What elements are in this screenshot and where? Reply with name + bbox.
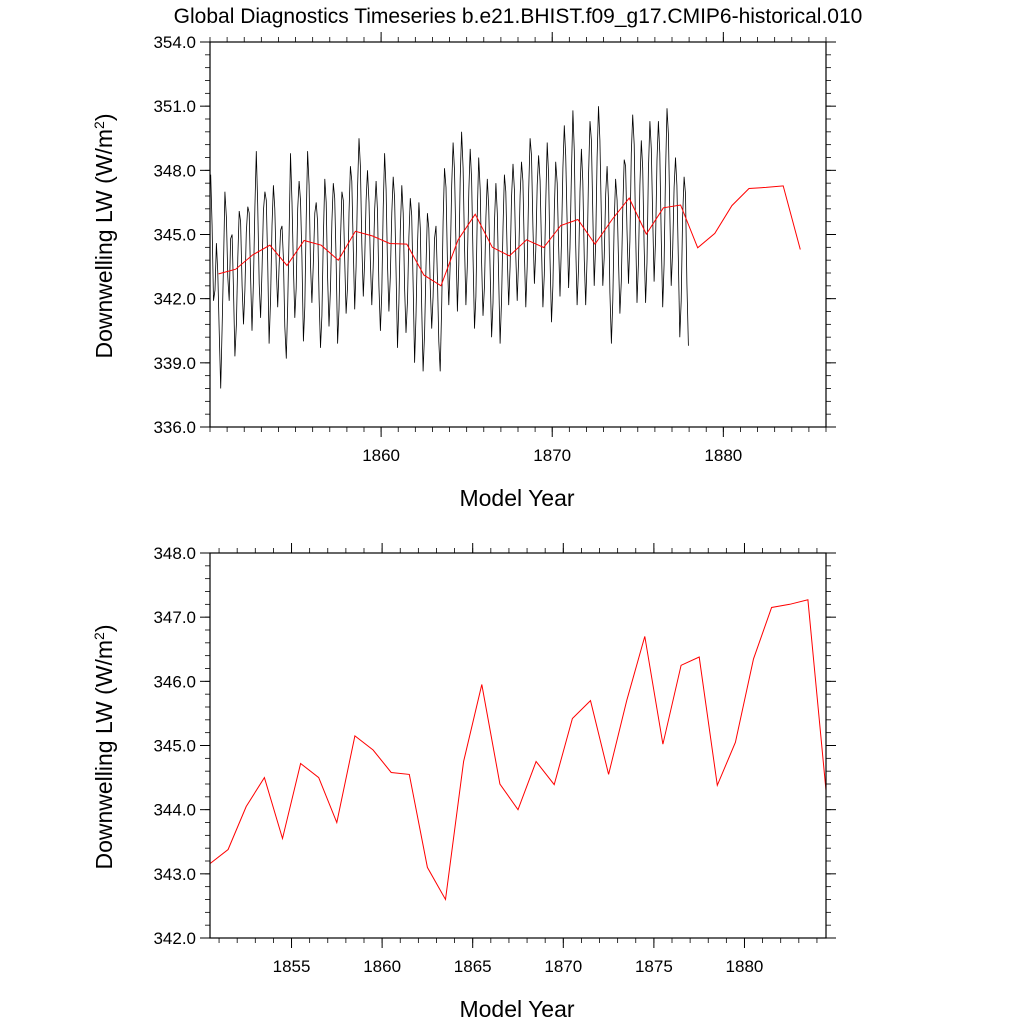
top-x-axis-label: Model Year: [459, 485, 574, 511]
bottom-y-tick-label: 348.0: [153, 544, 196, 563]
bottom-x-tick-label: 1855: [273, 957, 311, 976]
top-x-tick-label: 1880: [704, 446, 742, 465]
top-y-tick-label: 348.0: [153, 161, 196, 180]
bottom-y-tick-label: 346.0: [153, 672, 196, 691]
figure-title: Global Diagnostics Timeseries b.e21.BHIS…: [174, 5, 863, 28]
bottom-y-tick-label: 343.0: [153, 865, 196, 884]
bottom-x-tick-label: 1870: [544, 957, 582, 976]
bottom-y-tick-label: 342.0: [153, 929, 196, 948]
top-series-monthly-line: [210, 106, 689, 389]
panel-bottom-chart: Downwelling LW (W/m2) Model Year 342.0 34…: [91, 543, 836, 1022]
bottom-x-tick-label: 1865: [454, 957, 492, 976]
bottom-series-annual-line: [209, 599, 827, 902]
top-y-tick-label: 336.0: [153, 418, 196, 437]
top-y-axis-label: Downwelling LW (W/m2): [91, 113, 117, 358]
bottom-x-tick-label: 1860: [363, 957, 401, 976]
bottom-y-tick-label: 344.0: [153, 801, 196, 820]
bottom-y-axis-label: Downwelling LW (W/m2): [91, 624, 117, 869]
bottom-y-tick-label: 345.0: [153, 737, 196, 756]
top-y-tick-label: 351.0: [153, 97, 196, 116]
top-y-tick-label: 354.0: [153, 33, 196, 52]
top-y-tick-label: 345.0: [153, 226, 196, 245]
top-x-tick-label: 1870: [533, 446, 571, 465]
top-series-annual-line: [218, 185, 801, 287]
top-plot-frame: [209, 41, 827, 428]
top-y-tick-label: 339.0: [153, 354, 196, 373]
bottom-x-tick-label: 1875: [635, 957, 673, 976]
top-x-tick-label: 1860: [362, 446, 400, 465]
bottom-x-axis-label: Model Year: [459, 996, 574, 1022]
bottom-x-tick-label: 1880: [726, 957, 764, 976]
panel-top-chart: Downwelling LW (W/m2) Model Year 336.0 33…: [91, 32, 836, 511]
top-y-tick-label: 342.0: [153, 290, 196, 309]
bottom-y-tick-label: 347.0: [153, 608, 196, 627]
